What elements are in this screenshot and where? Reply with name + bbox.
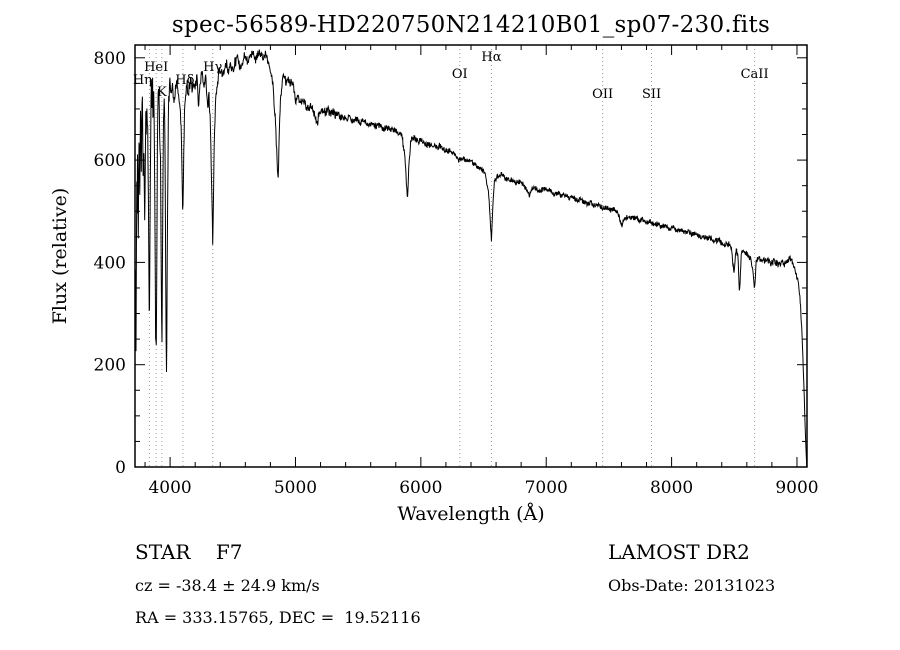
x-tick-label: 9000 [775,478,818,498]
y-tick-label: 0 [115,458,126,478]
spectral-line-label: CaII [741,67,769,82]
spectral-line-label: K [157,85,167,100]
x-tick-label: 6000 [399,478,442,498]
spectral-line-label: Hα [481,50,501,65]
spectral-line-label: Hη [133,73,152,88]
y-tick-label: 400 [94,253,126,273]
x-tick-label: 8000 [650,478,693,498]
x-tick-label: 4000 [148,478,191,498]
plot-title: spec-56589-HD220750N214210B01_sp07-230.f… [171,12,771,38]
coordinates-text: RA = 333.15765, DEC = 19.52116 [135,608,421,627]
y-tick-label: 200 [94,356,126,376]
object-class-text: STAR F7 [135,540,243,564]
x-tick-label: 5000 [274,478,317,498]
obs-date-text: Obs-Date: 20131023 [608,576,776,595]
radial-velocity-text: cz = -38.4 ± 24.9 km/s [135,576,320,595]
spectral-line-label: OII [592,87,613,102]
spectral-line-label: OI [452,67,468,82]
spectral-line-label: HeI [144,60,168,75]
x-tick-label: 7000 [525,478,568,498]
axes-frame [134,44,808,468]
y-axis-label: Flux (relative) [49,187,71,325]
x-axis-label: Wavelength (Å) [397,503,545,525]
spectrum-line [134,49,808,468]
survey-release-text: LAMOST DR2 [608,540,750,564]
y-tick-label: 600 [94,151,126,171]
spectral-line-label: SII [642,87,661,102]
y-tick-label: 800 [94,49,126,69]
spectral-line-label: Hγ [203,60,222,75]
